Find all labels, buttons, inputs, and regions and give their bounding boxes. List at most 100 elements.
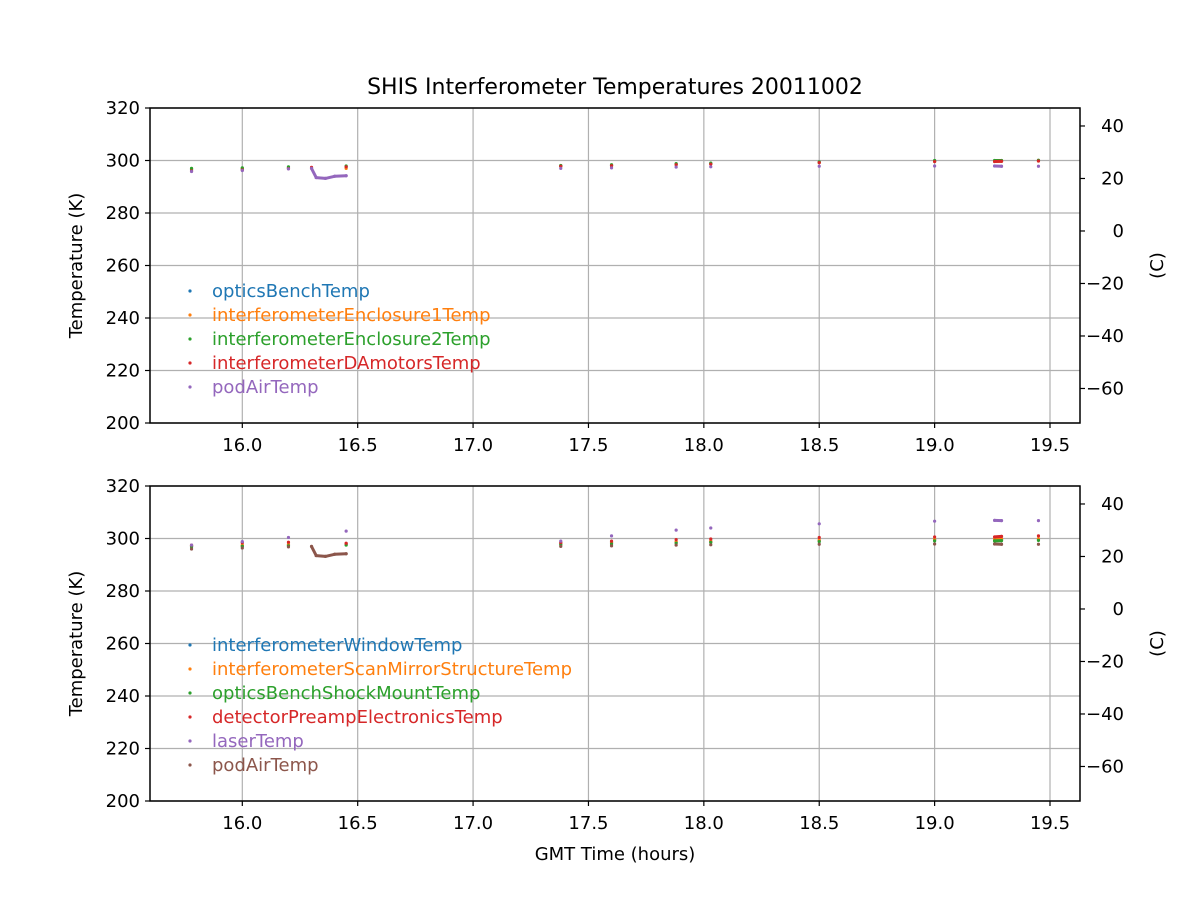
- data-point: [189, 547, 194, 551]
- x-tick-label: 19.5: [1030, 435, 1070, 456]
- legend-entry: interferometerDAmotorsTemp: [212, 353, 481, 374]
- y2-tick-label: 40: [1101, 116, 1124, 137]
- data-point: [286, 167, 291, 171]
- data-point: [609, 544, 614, 548]
- legend-marker: [188, 739, 192, 743]
- data-point: [1036, 159, 1041, 163]
- x-tick-label: 18.5: [799, 813, 839, 834]
- data-point: [1036, 519, 1041, 523]
- x-tick-label: 16.5: [338, 435, 378, 456]
- series-laserTemp: [189, 518, 1041, 547]
- data-point: [559, 166, 563, 170]
- data-point: [333, 174, 337, 178]
- y-tick-label: 300: [106, 529, 140, 550]
- y-axis-label: Temperature (K): [66, 571, 87, 718]
- y2-tick-label: 0: [1113, 221, 1124, 242]
- y-tick-label: 320: [106, 476, 140, 497]
- data-point: [999, 534, 1004, 539]
- data-point: [817, 164, 821, 168]
- panel-1: 16.0 16.5 17.0 17.5 18.0 18.5 19.0 19.520022024…: [66, 98, 1168, 456]
- x-tick-label: 17.5: [568, 813, 608, 834]
- data-point: [993, 164, 997, 168]
- data-point: [344, 552, 348, 556]
- legend: opticsBenchTemp interferometerEnclosure1T…: [188, 281, 491, 398]
- legend-marker: [188, 289, 192, 293]
- data-point: [609, 534, 614, 538]
- legend: interferometerWindowTemp interferometerSc…: [188, 635, 572, 776]
- data-point: [609, 539, 614, 543]
- legend-entry: interferometerEnclosure2Temp: [212, 329, 491, 350]
- data-point: [559, 539, 563, 543]
- y-tick-label: 260: [106, 634, 140, 655]
- y-tick-label: 200: [106, 413, 140, 434]
- legend-marker: [188, 667, 192, 671]
- y2-tick-label: −20: [1086, 273, 1124, 294]
- legend-entry: interferometerWindowTemp: [212, 635, 462, 656]
- data-point: [344, 541, 348, 545]
- data-point: [286, 545, 291, 549]
- data-point: [999, 519, 1004, 523]
- y2-tick-label: −60: [1086, 756, 1124, 777]
- y-axis-label: Temperature (K): [66, 193, 87, 340]
- x-tick-label: 19.0: [915, 435, 955, 456]
- data-point: [817, 540, 821, 544]
- y-tick-label: 200: [106, 791, 140, 812]
- legend-entry: podAirTemp: [212, 755, 319, 776]
- data-point: [709, 543, 713, 547]
- x-tick-label: 19.5: [1030, 813, 1070, 834]
- x-axis-label: GMT Time (hours): [535, 844, 696, 865]
- y2-tick-label: 20: [1101, 546, 1124, 567]
- legend-entry: podAirTemp: [212, 377, 319, 398]
- data-point: [933, 539, 937, 543]
- legend-entry: interferometerScanMirrorStructureTemp: [212, 659, 572, 680]
- y2-tick-label: 40: [1101, 494, 1124, 515]
- y-tick-label: 240: [106, 686, 140, 707]
- x-tick-label: 17.5: [568, 435, 608, 456]
- data-point: [993, 159, 997, 164]
- y-tick-label: 320: [106, 98, 140, 119]
- x-tick-label: 16.5: [338, 813, 378, 834]
- x-tick-label: 18.0: [684, 435, 724, 456]
- legend-marker: [188, 763, 192, 767]
- y-tick-label: 260: [106, 256, 140, 277]
- data-point: [817, 522, 821, 526]
- legend-entry: detectorPreampElectronicsTemp: [212, 707, 503, 728]
- series-detectorPreampElectronicsTemp: [189, 534, 1041, 547]
- y2-axis-label: (C): [1147, 630, 1168, 657]
- legend-entry: opticsBenchTemp: [212, 281, 370, 302]
- y2-tick-label: 20: [1101, 168, 1124, 189]
- x-tick-label: 17.0: [453, 435, 493, 456]
- y-tick-label: 240: [106, 308, 140, 329]
- panels: 16.0 16.5 17.0 17.5 18.0 18.5 19.0 19.520022024…: [66, 98, 1168, 834]
- data-point: [933, 535, 937, 539]
- series-podAirTemp: [189, 164, 1041, 180]
- data-point: [314, 175, 318, 180]
- y-tick-label: 220: [106, 361, 140, 382]
- data-point: [1036, 164, 1041, 168]
- y-tick-label: 300: [106, 151, 140, 172]
- legend-marker: [188, 361, 192, 365]
- data-point: [993, 539, 997, 543]
- y-tick-label: 280: [106, 203, 140, 224]
- y2-tick-label: −60: [1086, 378, 1124, 399]
- y2-tick-label: 0: [1113, 599, 1124, 620]
- data-point: [993, 542, 997, 546]
- data-point: [344, 165, 348, 169]
- series-opticsBenchShockMountTemp: [189, 538, 1041, 549]
- data-point: [333, 552, 337, 556]
- series-podAirTemp: [189, 542, 1041, 558]
- legend-entry: interferometerEnclosure1Temp: [212, 305, 491, 326]
- data-point: [189, 169, 194, 174]
- data-point: [817, 542, 821, 546]
- data-point: [709, 165, 713, 169]
- data-point: [240, 546, 244, 550]
- data-point: [240, 168, 244, 173]
- y2-tick-label: −40: [1086, 326, 1124, 347]
- data-point: [933, 519, 937, 523]
- legend-marker: [188, 385, 192, 389]
- data-point: [286, 535, 291, 540]
- y-tick-label: 280: [106, 581, 140, 602]
- data-point: [817, 535, 821, 540]
- data-point: [709, 162, 713, 166]
